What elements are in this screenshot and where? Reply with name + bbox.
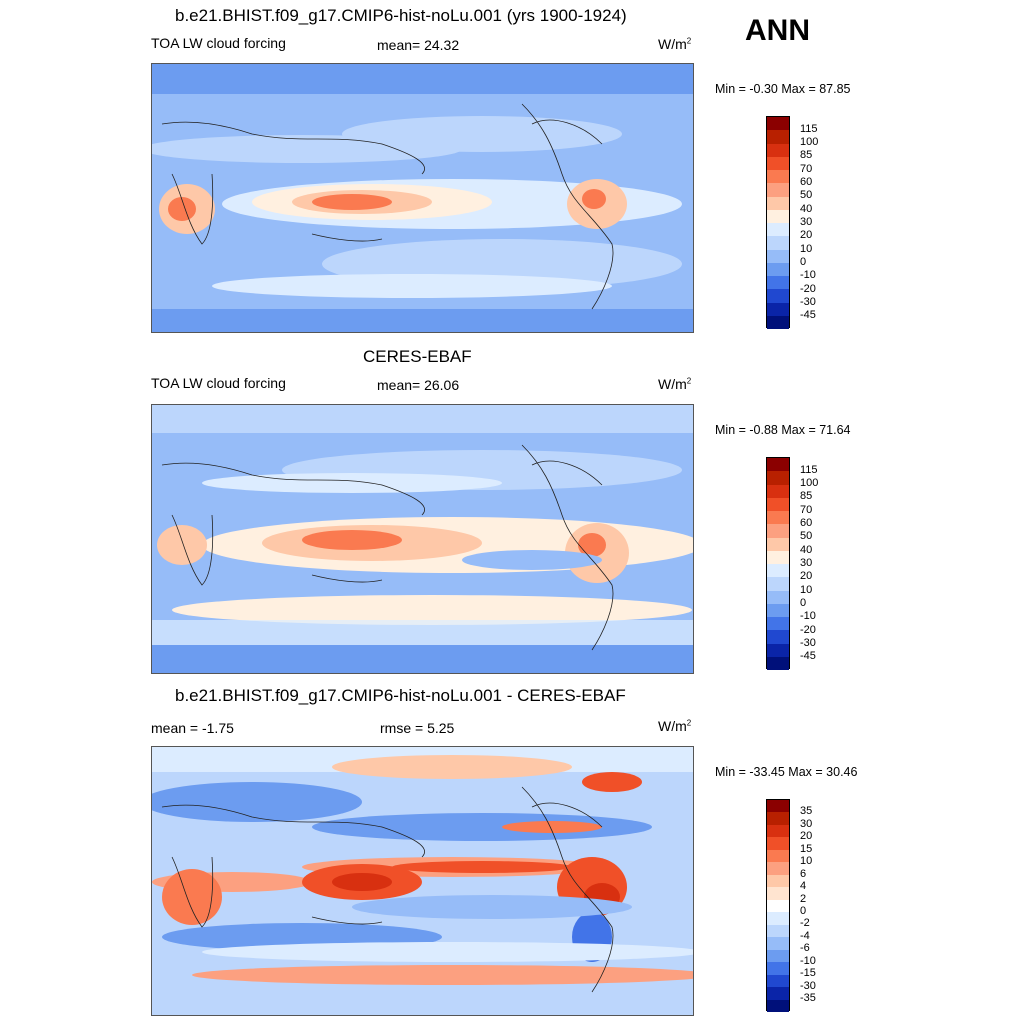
panel-2-colorbar-label: 70 bbox=[800, 504, 813, 516]
panel-2-minmax: Min = -0.88 Max = 71.64 bbox=[715, 423, 851, 437]
panel-1-title: b.e21.BHIST.f09_g17.CMIP6-hist-noLu.001 … bbox=[175, 6, 627, 25]
panel-1-colorbar-label: 20 bbox=[800, 229, 813, 241]
panel-1-map bbox=[151, 63, 694, 333]
panel-2-colorbar-label: 60 bbox=[800, 517, 813, 529]
panel-1-colorbar-label: -20 bbox=[800, 283, 816, 295]
panel-3-colorbar-label: 2 bbox=[800, 893, 807, 905]
panel-1-colorbar-label: 100 bbox=[800, 136, 819, 148]
panel-2-colorbar-label: 0 bbox=[800, 597, 807, 609]
panel-2-colorbar-label: 30 bbox=[800, 557, 813, 569]
panel-1-colorbar-label: 10 bbox=[800, 243, 813, 255]
panel-2-map bbox=[151, 404, 694, 674]
panel-3-colorbar-label: -6 bbox=[800, 942, 810, 954]
panel-2-colorbar-label: -20 bbox=[800, 624, 816, 636]
season-label: ANN bbox=[745, 14, 810, 47]
panel-3-colorbar-label: 30 bbox=[800, 818, 813, 830]
panel-3-colorbar-label: -4 bbox=[800, 930, 810, 942]
panel-2-colorbar-label: 115 bbox=[800, 464, 818, 476]
panel-2-colorbar-label: 100 bbox=[800, 477, 819, 489]
panel-1-colorbar-label: 70 bbox=[800, 163, 813, 175]
panel-3-colorbar-label: -30 bbox=[800, 980, 816, 992]
panel-3-colorbar bbox=[766, 799, 790, 1012]
panel-3-colorbar-label: 20 bbox=[800, 830, 813, 842]
panel-2-colorbar-label: 85 bbox=[800, 490, 813, 502]
panel-2-colorbar bbox=[766, 457, 790, 670]
panel-1-variable-label: TOA LW cloud forcing bbox=[151, 35, 286, 51]
panel-3-title: b.e21.BHIST.f09_g17.CMIP6-hist-noLu.001 … bbox=[175, 686, 626, 705]
panel-1-colorbar-label: 50 bbox=[800, 189, 813, 201]
panel-3-colorbar-label: 15 bbox=[800, 843, 813, 855]
panel-1-colorbar-label: 115 bbox=[800, 123, 818, 135]
panel-3-minmax: Min = -33.45 Max = 30.46 bbox=[715, 765, 858, 779]
panel-2-colorbar-label: 10 bbox=[800, 584, 813, 596]
panel-3-rmse-label: rmse = 5.25 bbox=[380, 720, 455, 736]
panel-2-units: W/m2 bbox=[658, 376, 692, 392]
panel-2-colorbar-label: -10 bbox=[800, 610, 816, 622]
panel-3-colorbar-label: 0 bbox=[800, 905, 807, 917]
panel-1-units: W/m2 bbox=[658, 36, 692, 52]
panel-1-colorbar-label: -45 bbox=[800, 309, 816, 321]
panel-3-map bbox=[151, 746, 694, 1016]
panel-1-mean-label: mean= 24.32 bbox=[377, 37, 460, 53]
panel-2-mean-label: mean= 26.06 bbox=[377, 377, 460, 393]
panel-2-colorbar-label: -45 bbox=[800, 650, 816, 662]
panel-1-colorbar-label: 0 bbox=[800, 256, 807, 268]
panel-1-colorbar-label: -30 bbox=[800, 296, 816, 308]
panel-1-colorbar-label: 30 bbox=[800, 216, 813, 228]
panel-2-colorbar-label: -30 bbox=[800, 637, 816, 649]
panel-3-mean-label: mean = -1.75 bbox=[151, 720, 234, 736]
panel-3-units: W/m2 bbox=[658, 718, 692, 734]
panel-2-variable-label: TOA LW cloud forcing bbox=[151, 375, 286, 391]
panel-1-minmax: Min = -0.30 Max = 87.85 bbox=[715, 82, 851, 96]
panel-3-colorbar-label: 4 bbox=[800, 880, 807, 892]
panel-1-colorbar-label: 40 bbox=[800, 203, 813, 215]
panel-2-colorbar-label: 50 bbox=[800, 530, 813, 542]
panel-1-colorbar-label: 60 bbox=[800, 176, 813, 188]
panel-3-colorbar-label: -15 bbox=[800, 967, 816, 979]
panel-3-colorbar-label: 6 bbox=[800, 868, 807, 880]
panel-1-colorbar bbox=[766, 116, 790, 329]
panel-3-colorbar-label: 10 bbox=[800, 855, 813, 867]
panel-2-colorbar-label: 20 bbox=[800, 570, 813, 582]
panel-3-colorbar-label: -10 bbox=[800, 955, 816, 967]
panel-3-colorbar-label: -2 bbox=[800, 917, 810, 929]
panel-1-colorbar-label: -10 bbox=[800, 269, 816, 281]
panel-3-colorbar-label: -35 bbox=[800, 992, 816, 1004]
panel-2-colorbar-label: 40 bbox=[800, 544, 813, 556]
panel-3-colorbar-label: 35 bbox=[800, 805, 813, 817]
panel-2-title: CERES-EBAF bbox=[363, 347, 472, 366]
panel-1-colorbar-label: 85 bbox=[800, 149, 813, 161]
